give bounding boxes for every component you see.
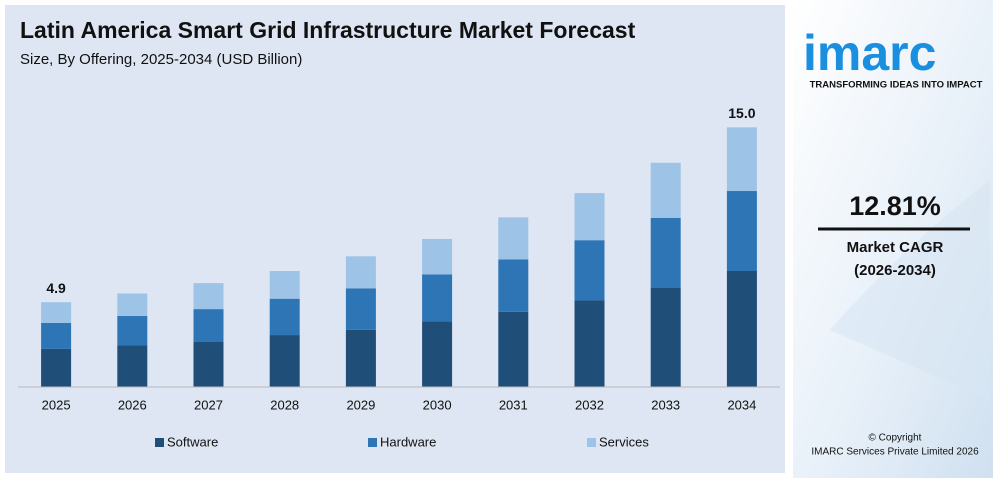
bar-segment (269, 271, 300, 299)
data-label: 15.0 (728, 105, 755, 121)
cagr-period: (2026-2034) (854, 262, 936, 279)
bar-segment (41, 348, 72, 387)
bar-segment (650, 287, 681, 387)
logo: imarc (803, 25, 936, 81)
bar-segment (193, 341, 224, 387)
x-tick-label: 2030 (423, 397, 452, 412)
tagline: TRANSFORMING IDEAS INTO IMPACT (810, 80, 983, 91)
bar-segment (117, 316, 148, 346)
legend-swatch (155, 438, 164, 447)
x-tick-label: 2033 (651, 397, 680, 412)
chart-title: Latin America Smart Grid Infrastructure … (20, 17, 636, 43)
cagr-value: 12.81% (849, 191, 941, 221)
x-tick-label: 2026 (118, 397, 147, 412)
bar-segment (193, 283, 224, 310)
chart-subtitle: Size, By Offering, 2025-2034 (USD Billio… (20, 51, 302, 68)
cagr-label: Market CAGR (847, 239, 944, 256)
bar-segment (726, 191, 757, 272)
bar-segment (726, 127, 757, 192)
bar-segment (574, 300, 605, 387)
bar-segment (574, 193, 605, 241)
bar-segment (422, 238, 453, 275)
bar-segment (498, 259, 529, 312)
x-tick-label: 2034 (727, 397, 756, 412)
bar-segment (422, 274, 453, 322)
bar-segment (422, 321, 453, 387)
bar-segment (269, 298, 300, 336)
legend-label: Services (599, 434, 649, 449)
bar-segment (498, 217, 529, 260)
copyright: © Copyright (869, 433, 922, 444)
x-tick-label: 2032 (575, 397, 604, 412)
legend-swatch (368, 438, 377, 447)
decor (830, 180, 990, 400)
x-tick-label: 2029 (346, 397, 375, 412)
legend-swatch (587, 438, 596, 447)
legend-label: Hardware (380, 434, 436, 449)
x-tick-label: 2031 (499, 397, 528, 412)
bar-segment (269, 335, 300, 387)
bar-segment (117, 293, 148, 317)
bar-segment (574, 240, 605, 301)
bar-segment (117, 345, 148, 387)
bar-segment (726, 271, 757, 387)
bar-segment (345, 288, 376, 330)
bar-segment (345, 256, 376, 289)
legend-label: Software (167, 434, 218, 449)
bar-segment (41, 302, 72, 323)
bar-segment (345, 329, 376, 387)
x-tick-label: 2028 (270, 397, 299, 412)
company: IMARC Services Private Limited 2026 (811, 447, 979, 458)
bar-segment (498, 311, 529, 387)
data-label: 4.9 (46, 280, 66, 296)
x-tick-label: 2025 (42, 397, 71, 412)
bar-segment (41, 322, 72, 349)
bar-segment (193, 309, 224, 342)
bar-segment (650, 162, 681, 218)
bar-segment (650, 217, 681, 288)
x-tick-label: 2027 (194, 397, 223, 412)
